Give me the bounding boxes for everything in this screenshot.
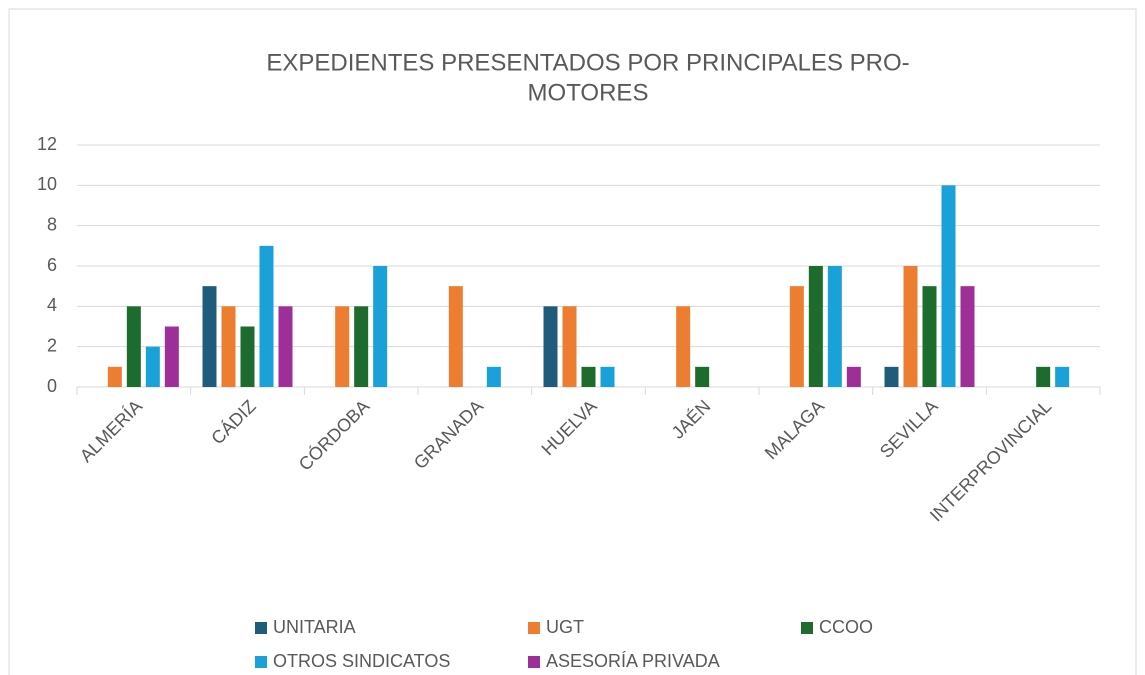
chart-title: EXPEDIENTES PRESENTADOS POR PRINCIPALES … — [266, 49, 909, 76]
bar — [335, 306, 350, 387]
legend-swatch — [528, 622, 540, 634]
bar — [1055, 366, 1070, 387]
bar — [827, 266, 842, 387]
bar — [676, 306, 691, 387]
bar — [789, 286, 804, 387]
bar — [941, 185, 956, 387]
bar — [448, 286, 463, 387]
legend-swatch — [801, 622, 813, 634]
bar — [960, 286, 975, 387]
bar — [145, 346, 160, 387]
bar — [808, 266, 823, 387]
y-tick-label: 12 — [37, 134, 57, 154]
bar — [278, 306, 293, 387]
legend-label: CCOO — [819, 617, 873, 637]
bar — [126, 306, 141, 387]
legend-label: OTROS SINDICATOS — [273, 651, 450, 671]
legend-label: UNITARIA — [273, 617, 356, 637]
legend-swatch — [528, 656, 540, 668]
bar — [164, 326, 179, 387]
y-tick-label: 10 — [37, 174, 57, 194]
bar — [259, 245, 274, 387]
bar — [884, 366, 899, 387]
bar — [543, 306, 558, 387]
legend-swatch — [255, 622, 267, 634]
bar — [373, 266, 388, 387]
bar — [1036, 366, 1051, 387]
bar — [562, 306, 577, 387]
legend-label: ASESORÍA PRIVADA — [546, 651, 720, 671]
bar — [240, 326, 255, 387]
legend-swatch — [255, 656, 267, 668]
bar — [903, 266, 918, 387]
bar — [846, 366, 861, 387]
y-tick-label: 4 — [47, 295, 57, 315]
bar — [107, 366, 122, 387]
y-tick-label: 8 — [47, 214, 57, 234]
chart-title: MOTORES — [528, 79, 649, 106]
bar — [922, 286, 937, 387]
bar — [354, 306, 369, 387]
bar — [581, 366, 596, 387]
bar — [600, 366, 615, 387]
bar — [202, 286, 217, 387]
y-tick-label: 6 — [47, 255, 57, 275]
y-tick-label: 2 — [47, 335, 57, 355]
legend-label: UGT — [546, 617, 584, 637]
bar — [695, 366, 710, 387]
bar — [486, 366, 501, 387]
bar — [221, 306, 236, 387]
y-tick-label: 0 — [47, 376, 57, 396]
